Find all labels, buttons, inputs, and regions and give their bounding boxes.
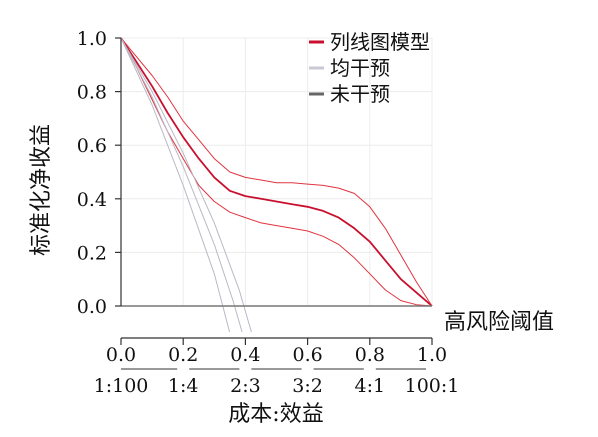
legend-label-0: 列线图模型	[330, 30, 430, 54]
legend-label-2: 未干预	[330, 82, 390, 106]
cost-benefit-tick-2: 2:3	[230, 375, 261, 397]
axes: 0.0 0.2 0.4 0.6 0.8 1.0 0.0 0.2 0.4 0.6 0.8 1.0 1:10…	[77, 28, 460, 397]
x-tick-label-0: 0.0	[106, 344, 136, 366]
series-line-0	[121, 37, 433, 307]
series-line-2	[121, 37, 433, 307]
y-tick-label-1: 0.2	[77, 242, 107, 264]
series-line-3	[121, 37, 231, 332]
cost-benefit-label: 成本:效益	[228, 402, 323, 427]
cost-benefit-tick-3: 3:2	[292, 375, 323, 397]
x-tick-label-3: 0.6	[292, 344, 322, 366]
x-axis-label: 高风险阈值	[444, 310, 554, 335]
legend-label-1: 均干预	[330, 56, 390, 80]
y-tick-label-2: 0.4	[77, 189, 107, 211]
cost-benefit-tick-4: 4:1	[355, 375, 386, 397]
y-tick-label-5: 1.0	[77, 28, 107, 50]
series-group	[121, 37, 433, 332]
series-line-1	[121, 37, 433, 307]
y-tick-label-4: 0.8	[77, 82, 107, 104]
y-axis-label: 标准化净收益	[29, 124, 54, 256]
x-tick-label-4: 0.8	[355, 344, 385, 366]
x-tick-label-5: 1.0	[417, 344, 447, 366]
y-tick-label-3: 0.6	[77, 135, 107, 157]
series-line-5	[121, 37, 252, 332]
cost-benefit-tick-5: 100:1	[405, 375, 460, 397]
cost-benefit-tick-1: 1:4	[168, 375, 199, 397]
x-tick-label-1: 0.2	[168, 344, 198, 366]
y-tick-label-0: 0.0	[77, 296, 107, 318]
cost-benefit-tick-0: 1:100	[94, 375, 149, 397]
x-tick-label-2: 0.4	[230, 344, 260, 366]
